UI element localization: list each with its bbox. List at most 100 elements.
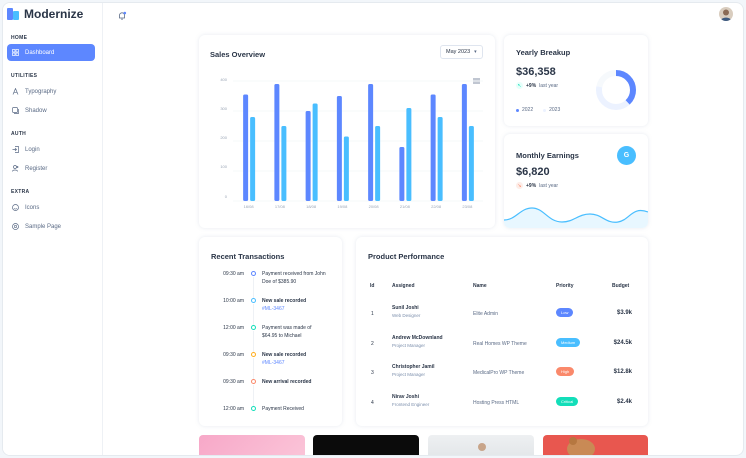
- sales-overview-card: Sales Overview May 2023 ▾ 400 300 200 10…: [199, 35, 495, 228]
- transaction-time: 09:30 am: [223, 271, 244, 277]
- section-title-extra: EXTRA: [11, 189, 30, 195]
- timeline-connector: [253, 385, 254, 406]
- bar-expense: [406, 108, 412, 201]
- sidebar-item-sample-page[interactable]: Sample Page: [7, 218, 95, 235]
- avatar[interactable]: [719, 7, 733, 21]
- mood-icon: [12, 204, 19, 211]
- budget-value: $3.9k: [616, 310, 632, 316]
- change-value: +9%: [526, 182, 537, 189]
- donut-slice: [596, 70, 636, 110]
- y-tick-label: 300: [220, 106, 227, 111]
- timeline-dot: [251, 298, 256, 303]
- y-tick-label: 0: [224, 194, 227, 199]
- x-tick-label: 18/08: [306, 204, 317, 209]
- bar-earnings: [336, 96, 342, 201]
- chevron-down-icon: ▾: [474, 49, 477, 55]
- transaction-link[interactable]: #ML-3467: [262, 360, 285, 366]
- monthly-earnings-card: Monthly Earnings G $6,820 ↘ +9% last yea…: [504, 134, 648, 228]
- donut-slice: [596, 70, 636, 110]
- priority-badge: Critical: [556, 397, 579, 406]
- transaction-item[interactable]: Payment received from John Doe of $385.9…: [262, 270, 328, 286]
- x-tick-label: 21/08: [399, 204, 410, 209]
- bar-earnings: [461, 84, 467, 201]
- bar-expense: [343, 136, 349, 201]
- transaction-link[interactable]: #ML-3467: [262, 306, 285, 312]
- legend-dot: [516, 108, 519, 112]
- timeline-dot: [251, 325, 256, 330]
- sidebar-item-label: Register: [25, 165, 48, 172]
- product-thumbnail[interactable]: [428, 435, 534, 455]
- notification-bell-icon[interactable]: [117, 8, 127, 20]
- sidebar-item-typography[interactable]: Typography: [7, 83, 95, 100]
- bar-expense: [375, 126, 381, 201]
- x-tick-label: 19/08: [337, 204, 348, 209]
- card-title: Recent Transactions: [211, 252, 285, 261]
- transaction-time: 10:00 am: [223, 298, 244, 304]
- assignee-role: Project Manager: [392, 372, 426, 377]
- column-header: Priority: [556, 283, 574, 289]
- timeline-dot: [251, 352, 256, 357]
- transaction-item[interactable]: New sale recorded #ML-3467: [262, 297, 328, 313]
- month-select-value: May 2023: [446, 49, 471, 55]
- budget-value: $2.4k: [616, 399, 632, 405]
- bar-earnings: [399, 147, 405, 201]
- sidebar-item-dashboard[interactable]: Dashboard: [7, 44, 95, 61]
- bar-expense: [312, 103, 318, 201]
- bar-earnings: [305, 111, 311, 201]
- row-id: 2: [371, 341, 374, 347]
- product-performance-card: Product Performance Id Assigned Name Pri…: [356, 237, 648, 426]
- x-tick-label: 23/08: [462, 204, 473, 209]
- transaction-text: Payment received from John Doe of $385.9…: [262, 271, 326, 285]
- shadow-icon: [12, 107, 19, 114]
- product-thumbnail[interactable]: [199, 435, 305, 455]
- transaction-time: 09:30 am: [223, 352, 244, 358]
- month-select[interactable]: May 2023 ▾: [440, 45, 483, 59]
- arrow-down-right-icon: ↘: [516, 182, 523, 189]
- typography-icon: [12, 88, 19, 95]
- project-name: Elite Admin: [473, 311, 499, 317]
- assignee-role: Project Manager: [392, 343, 426, 348]
- register-icon: [12, 165, 19, 172]
- yearly-legend: 2022 2023: [516, 107, 560, 113]
- y-tick-label: 200: [220, 135, 227, 140]
- x-tick-label: 16/08: [243, 204, 254, 209]
- budget-value: $12.8k: [613, 369, 632, 375]
- timeline-connector: [253, 304, 254, 325]
- change-period: last year: [539, 82, 559, 89]
- yearly-amount: $36,358: [516, 66, 556, 78]
- assignee-name: Sunil Joshi: [392, 305, 419, 311]
- change-value: +9%: [526, 82, 537, 89]
- product-thumbnail[interactable]: [313, 435, 419, 455]
- transaction-text: New sale recorded: [262, 298, 307, 304]
- transaction-item[interactable]: New arrival recorded: [262, 378, 328, 386]
- transaction-item[interactable]: Payment was made of $64.95 to Michael: [262, 324, 328, 340]
- dashboard-icon: [12, 49, 19, 56]
- sidebar-item-register[interactable]: Register: [7, 160, 95, 177]
- project-name: Hosting Press HTML: [473, 400, 520, 406]
- logo-mark-icon: [7, 8, 20, 20]
- bar-expense: [437, 117, 443, 201]
- monthly-amount: $6,820: [516, 166, 550, 178]
- priority-badge: Medium: [556, 338, 581, 347]
- timeline-connector: [253, 358, 254, 379]
- timeline-dot: [251, 406, 256, 411]
- sales-bar-chart: [233, 80, 483, 202]
- aperture-icon: [12, 223, 19, 230]
- card-title: Sales Overview: [210, 50, 266, 59]
- sidebar-item-shadow[interactable]: Shadow: [7, 102, 95, 119]
- legend-label: 2022: [522, 107, 534, 113]
- priority-badge: High: [556, 367, 575, 376]
- transaction-item[interactable]: Payment Received: [262, 405, 328, 413]
- product-thumbnail[interactable]: [543, 435, 648, 455]
- sidebar-item-login[interactable]: Login: [7, 141, 95, 158]
- card-title: Yearly Breakup: [516, 48, 571, 57]
- sidebar-item-icons[interactable]: Icons: [7, 199, 95, 216]
- transaction-item[interactable]: New sale recorded #ML-3467: [262, 351, 328, 367]
- transaction-text: New arrival recorded: [262, 379, 312, 385]
- assignee-role: Frontend Engineer: [392, 402, 430, 407]
- yearly-change: ↖ +9% last year: [516, 82, 558, 89]
- bar-earnings: [243, 94, 249, 201]
- section-title-auth: AUTH: [11, 131, 27, 137]
- card-title: Monthly Earnings: [516, 151, 579, 160]
- logo[interactable]: Modernize: [7, 7, 83, 21]
